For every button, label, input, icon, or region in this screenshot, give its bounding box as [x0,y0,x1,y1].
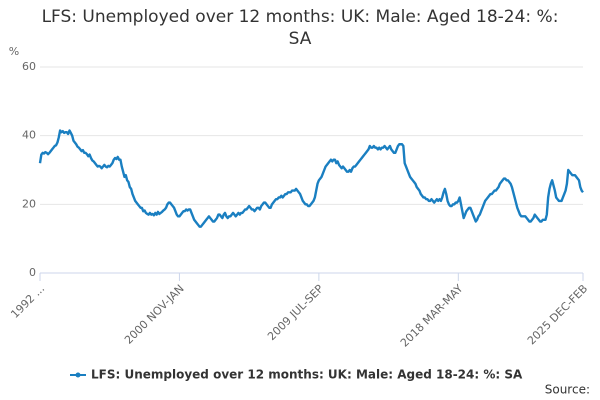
source: Source: [545,383,590,397]
x-tick-label: 2000 NOV-JAN [122,282,187,347]
legend-item: LFS: Unemployed over 12 months: UK: Male… [70,368,523,382]
y-tick-label: 40 [22,129,36,142]
y-axis-label: % [9,45,19,58]
x-tick-label: 2025 DEC-FEB [525,282,590,347]
legend-label: LFS: Unemployed over 12 months: UK: Male… [91,368,523,382]
data-line [38,129,584,228]
x-tick-label: 1992 ... [8,282,47,321]
chart-title: LFS: Unemployed over 12 months: UK: Male… [41,7,559,49]
legend-marker [75,372,81,378]
x-tick-label: 2018 MAR-MAY [398,282,466,350]
y-tick-label: 0 [29,266,36,279]
x-tick-label: 2009 JUL-SEP [265,282,326,343]
y-tick-label: 60 [22,60,36,73]
y-tick-label: 20 [22,197,36,210]
